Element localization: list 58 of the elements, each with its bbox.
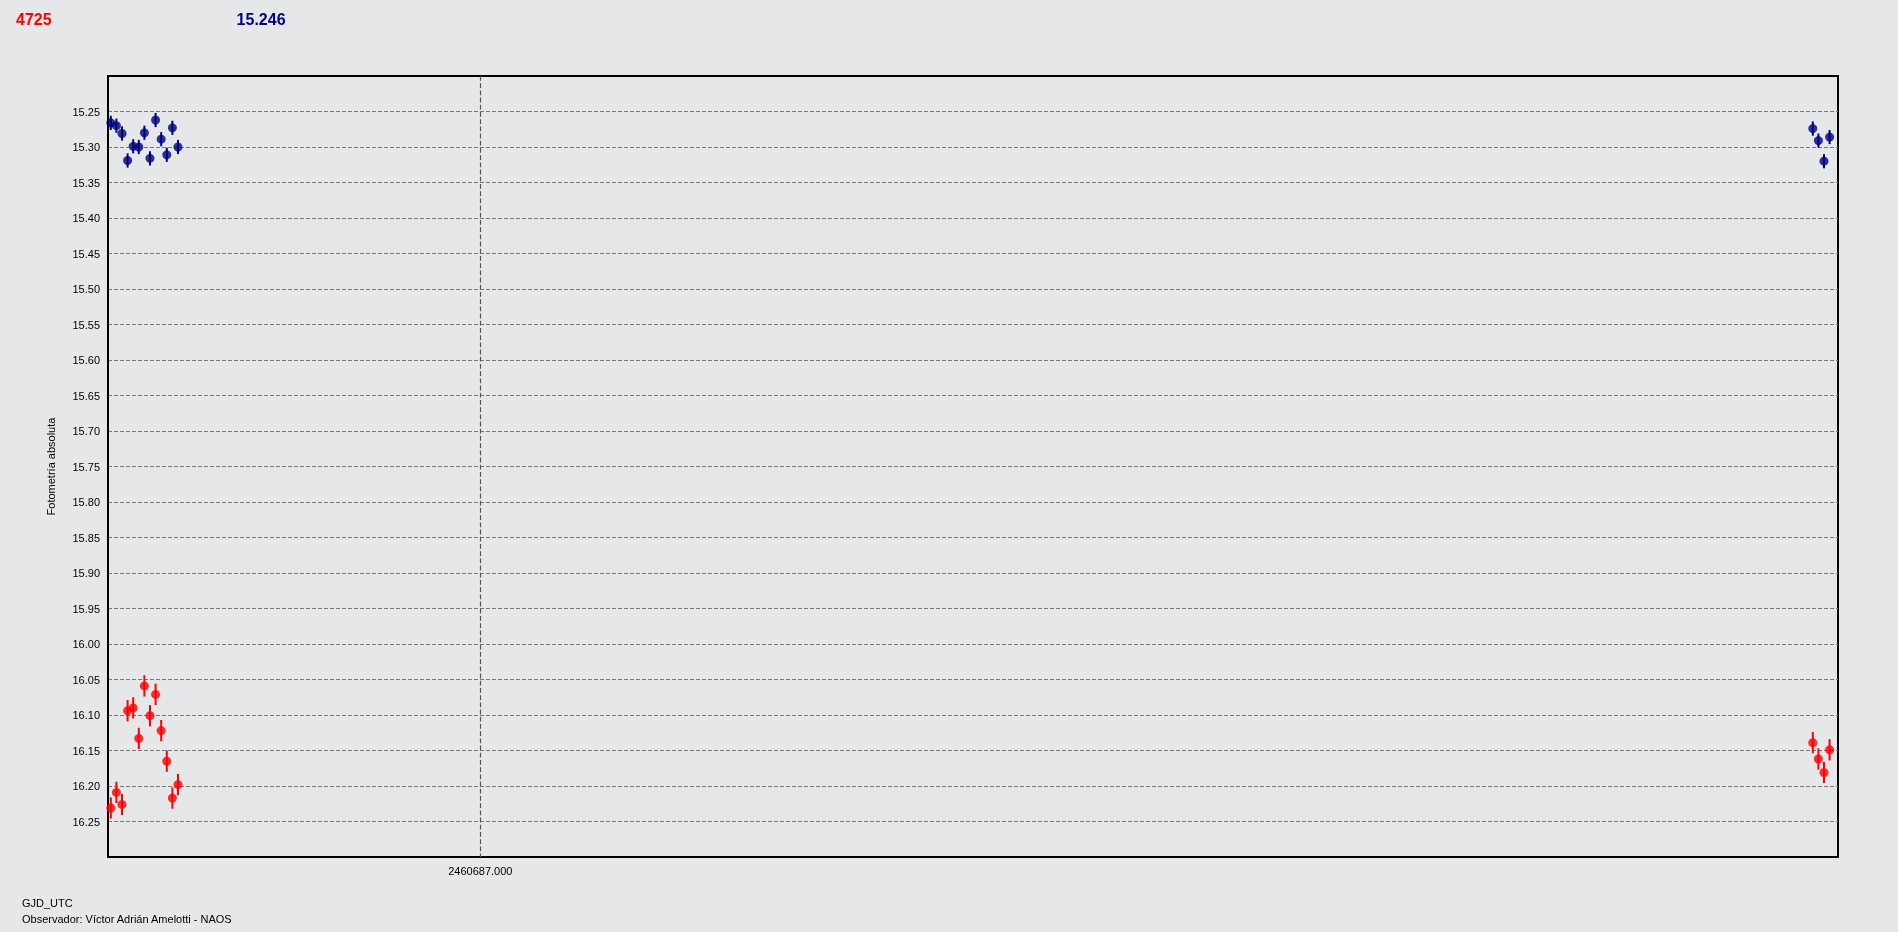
point [162,150,172,160]
y-tick-label: 15.60 [72,354,100,366]
y-tick-label: 15.95 [72,602,100,615]
point [117,799,127,809]
point [173,780,183,790]
point [111,121,121,131]
y-tick-label: 16.05 [72,673,100,686]
point [111,787,121,797]
point [1808,738,1818,748]
point [128,703,138,713]
y-tick-label: 15.80 [72,496,100,508]
y-tick-label: 16.20 [72,780,100,792]
point [139,128,149,138]
point [162,756,172,766]
y-tick-label: 15.25 [72,105,100,118]
text: Observador: Víctor Adrián Amelotti - NAOS [22,912,232,925]
point [1813,754,1823,764]
point [134,733,144,743]
point [134,142,144,152]
point [151,115,161,125]
point [156,134,166,144]
y-tick-label: 15.65 [72,389,100,402]
point [117,129,127,139]
y-tick-label: 15.75 [72,460,100,473]
point [106,803,116,813]
y-tick-label: 15.45 [72,247,100,260]
point [173,142,183,152]
point [139,681,149,691]
y-tick-label: 16.10 [72,709,100,721]
y-tick-label: 15.50 [72,283,100,295]
x-axis-title: GJD_UTC [22,896,73,909]
y-tick-label: 15.30 [72,141,100,153]
point [145,711,155,721]
point [1808,124,1818,134]
point [167,793,177,803]
x-tick-label: 2460687.000 [448,864,513,877]
point [123,155,133,165]
point [1819,768,1829,778]
point [1825,745,1835,755]
y-tick-label: 16.25 [72,815,100,828]
point [1825,132,1835,142]
point [156,726,166,736]
y-tick-label: 16.15 [72,744,100,757]
y-tick-label: 15.90 [72,567,100,579]
y-tick-label: 15.85 [72,531,100,544]
point [145,153,155,163]
y-tick-label: 15.70 [72,425,100,437]
point [1819,156,1829,166]
y-tick-label: 15.55 [72,318,100,331]
y-axis-title: Fotometría absoluta [44,416,57,516]
point [167,123,177,133]
point [1813,136,1823,146]
y-tick-label: 15.35 [72,176,100,189]
text: 15.246 [236,10,286,28]
y-tick-label: 15.40 [72,212,100,224]
point [151,689,161,699]
text: 4725 [16,10,52,28]
y-tick-label: 16.00 [72,638,100,650]
